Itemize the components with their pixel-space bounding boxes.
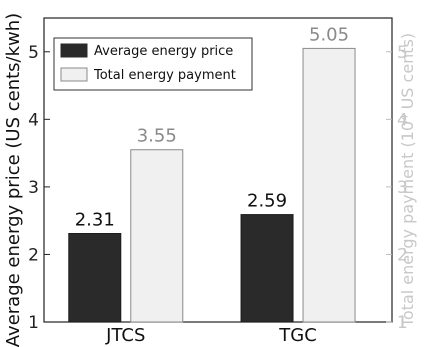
y-tick-label-right: 5 [397,43,408,63]
y-axis-title-left: Average energy price (US cents/kwh) [3,13,24,347]
y-tick-label-right: 3 [397,178,408,198]
y-axis-title-right: Total energy payment (10⁴ US cents) [398,33,417,328]
y-tick-label-left: 1 [28,313,39,333]
legend-label-average-energy-price: Average energy price [94,44,233,59]
y-tick-label-right: 1 [397,313,408,333]
legend-label-total-energy-payment: Total energy payment [93,68,236,83]
y-tick-label-left: 5 [28,43,39,63]
y-tick-label-left: 2 [28,245,39,265]
bar-total-energy-payment-jtcs [130,149,184,323]
bar-total-energy-payment-tgc [302,47,356,323]
data-label-total-energy-payment-tgc: 5.05 [309,24,349,45]
y-tick-label-left: 3 [28,178,39,198]
data-label-average-energy-price-tgc: 2.59 [247,191,287,212]
y-tick-label-right: 2 [397,245,408,265]
plot-frame [43,17,393,323]
x-category-label: JTCS [105,325,145,346]
y-tick-label-right: 4 [397,110,408,130]
bar-average-energy-price-jtcs [68,233,122,323]
x-category-label: TGC [278,325,317,346]
legend-swatch-average-energy-price [60,43,88,58]
data-label-total-energy-payment-jtcs: 3.55 [137,126,177,147]
y-tick-label-left: 4 [28,110,39,130]
bar-average-energy-price-tgc [240,214,294,323]
legend: Average energy price Total energy paymen… [53,37,253,91]
legend-swatch-total-energy-payment [60,67,88,82]
data-label-average-energy-price-jtcs: 2.31 [75,210,115,231]
